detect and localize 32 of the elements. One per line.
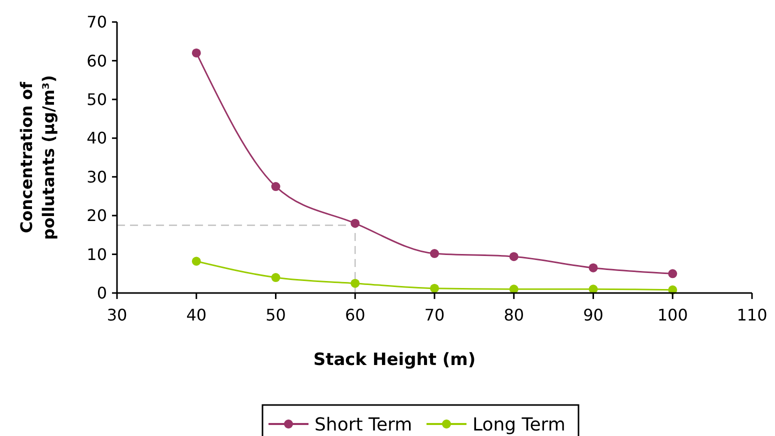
x-tick-label: 70 <box>424 306 445 325</box>
x-tick-label: 110 <box>736 306 768 325</box>
x-tick-label: 60 <box>344 306 366 325</box>
y-tick-label: 60 <box>86 51 107 70</box>
point <box>192 256 201 266</box>
y-tick-label: 20 <box>86 206 107 226</box>
point <box>271 273 280 282</box>
x-tick-label: 50 <box>266 306 286 325</box>
point <box>350 278 360 288</box>
y-tick-label: 50 <box>86 90 107 110</box>
y-tick-label: 10 <box>86 244 107 264</box>
y-tick-label: 0 <box>96 284 107 303</box>
y-tick-label: 70 <box>86 12 107 32</box>
point <box>588 263 598 272</box>
legend-label: Short Term <box>314 414 412 436</box>
x-tick-label: 80 <box>504 306 524 325</box>
y-axis-title: Concentration of pollutants (µg/m³) <box>17 75 58 240</box>
y-tick-label: 30 <box>86 167 107 186</box>
point <box>509 252 518 262</box>
y-tick-label: 40 <box>86 128 107 148</box>
point <box>430 284 439 293</box>
legend-label: Long Term <box>472 414 566 436</box>
point <box>271 182 280 192</box>
x-axis-title: Stack Height (m) <box>313 350 476 370</box>
point <box>350 218 360 228</box>
x-tick-label: 30 <box>106 306 128 325</box>
point <box>668 269 678 278</box>
x-tick-label: 100 <box>657 306 688 325</box>
x-tick-label: 90 <box>583 306 604 325</box>
point <box>192 48 201 58</box>
point <box>430 249 439 258</box>
x-tick-label: 40 <box>186 306 207 325</box>
